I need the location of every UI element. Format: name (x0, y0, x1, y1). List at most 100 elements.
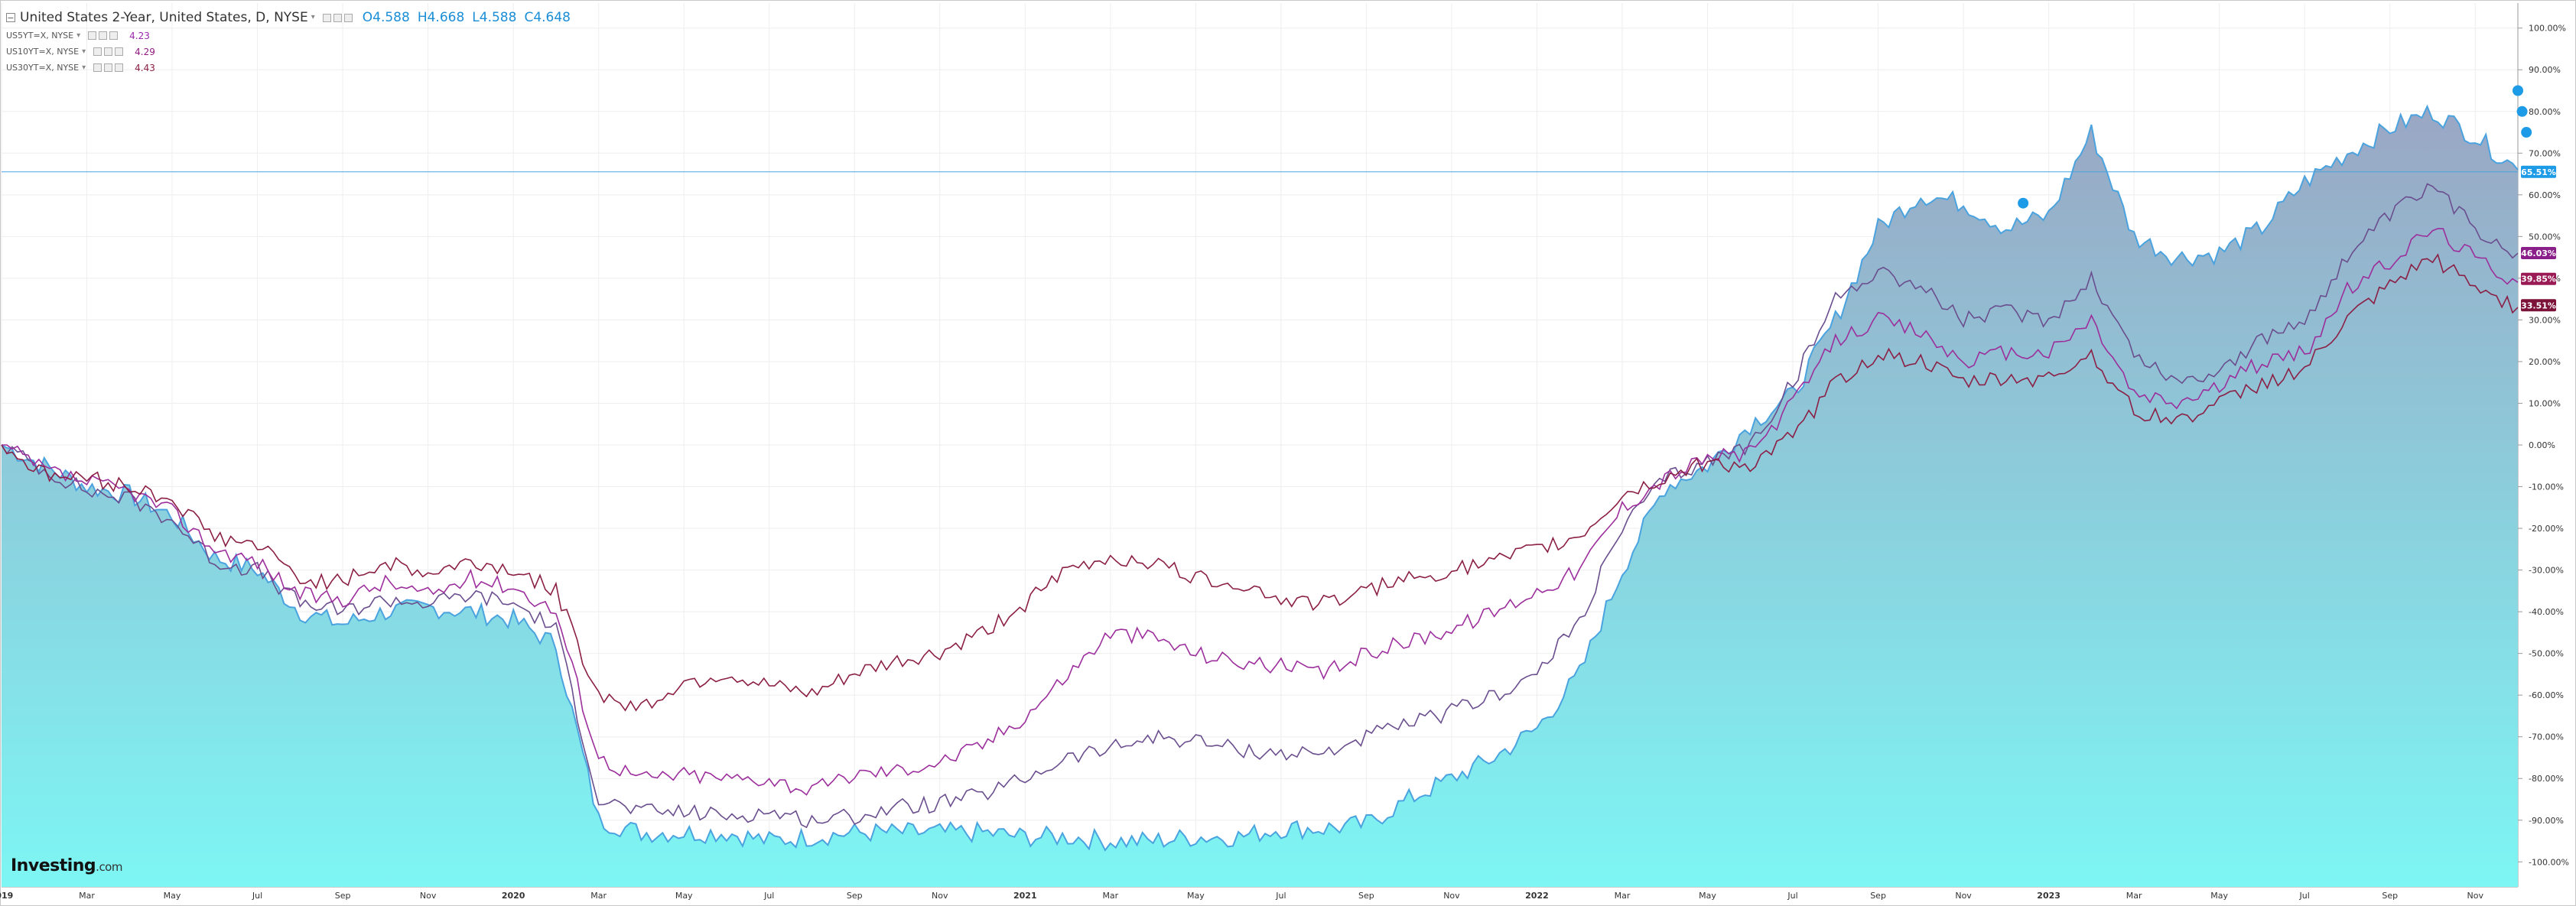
settings-icon[interactable] (104, 47, 113, 56)
x-tick-label: 2023 (2037, 891, 2060, 901)
settings-icon[interactable] (99, 31, 108, 40)
legend-series-name: US10YT=X, NYSE (6, 47, 80, 57)
last-value-label: 33.51% (2521, 300, 2556, 310)
logo-suffix: .com (96, 860, 122, 874)
x-tick-label: Mar (1102, 891, 1118, 901)
x-axis: 2019 Mar May Jul Sep Nov 2020 Mar May Jul Sep Nov 20… (0, 891, 2483, 901)
y-tick-label: 70.00% (2529, 148, 2561, 158)
y-tick-label: 20.00% (2529, 357, 2561, 367)
legend-series-name: US5YT=X, NYSE (6, 31, 74, 41)
ohlc-high-value: 4.668 (427, 9, 465, 25)
close-icon[interactable] (109, 31, 119, 40)
event-marker-icon (2018, 197, 2029, 209)
legend-series-last: 4.29 (135, 46, 155, 57)
series-area-us2y (2, 106, 2518, 887)
y-axis: 100.00%90.00%80.00%70.00%60.00%50.00%40.… (2518, 24, 2569, 867)
x-tick-label: 2019 (0, 891, 13, 901)
settings-icon[interactable] (333, 13, 342, 22)
close-icon[interactable] (343, 13, 353, 22)
eye-icon[interactable] (93, 63, 102, 72)
legend-series-last: 4.43 (135, 62, 155, 73)
chart-legend: − United States 2-Year, United States, D… (6, 8, 571, 76)
x-tick-label: Mar (590, 891, 607, 901)
x-tick-label: Jul (1275, 891, 1286, 901)
y-tick-label: 10.00% (2529, 398, 2561, 408)
x-tick-label: Sep (335, 891, 351, 901)
y-tick-label: -30.00% (2529, 566, 2564, 576)
x-tick-label: Nov (2467, 891, 2484, 901)
last-value-label: 46.03% (2521, 248, 2556, 258)
event-marker-icon (2513, 85, 2523, 96)
close-icon[interactable] (115, 63, 124, 72)
legend-row-us10y[interactable]: US10YT=X, NYSE ▾ 4.29 (6, 44, 571, 60)
y-tick-label: 0.00% (2529, 440, 2555, 450)
x-tick-label: Nov (420, 891, 437, 901)
y-tick-label: 60.00% (2529, 190, 2561, 200)
eye-icon[interactable] (88, 31, 97, 40)
legend-main-row[interactable]: − United States 2-Year, United States, D… (6, 8, 571, 28)
y-tick-label: 80.00% (2529, 107, 2561, 117)
x-tick-label: 2022 (1525, 891, 1549, 901)
series-line-us10y (2, 228, 2519, 796)
x-tick-label: May (1699, 891, 1716, 901)
y-tick-label: 50.00% (2529, 232, 2561, 242)
y-tick-label: -80.00% (2529, 774, 2564, 784)
eye-icon[interactable] (93, 47, 102, 56)
x-tick-label: May (1187, 891, 1205, 901)
legend-series-last: 4.23 (129, 30, 150, 41)
legend-row-us30y[interactable]: US30YT=X, NYSE ▾ 4.43 (6, 60, 571, 76)
last-value-badge (2521, 272, 2556, 285)
y-tick-label: -100.00% (2529, 857, 2569, 867)
last-value-badge (2521, 165, 2556, 178)
x-tick-label: May (675, 891, 693, 901)
y-tick-label: -60.00% (2529, 690, 2564, 700)
x-tick-label: Mar (1615, 891, 1631, 901)
y-tick-label: -10.00% (2529, 482, 2564, 492)
series-line-us30y (1, 253, 2519, 712)
ohlc-high-key: H (417, 9, 428, 25)
logo-brand: Investing (11, 856, 96, 875)
y-tick-label: -90.00% (2529, 816, 2564, 826)
chevron-down-icon[interactable]: ▾ (82, 47, 86, 56)
legend-main-title: United States 2-Year, United States, D, … (20, 9, 308, 25)
x-tick-label: Mar (79, 891, 95, 901)
close-icon[interactable] (115, 47, 124, 56)
y-tick-label: -20.00% (2529, 524, 2564, 534)
legend-row-us5y[interactable]: US5YT=X, NYSE ▾ 4.23 (6, 28, 571, 44)
legend-series-name: US30YT=X, NYSE (6, 63, 80, 73)
y-tick-label: -40.00% (2529, 607, 2564, 617)
x-tick-label: Mar (2126, 891, 2142, 901)
ohlc-close-key: C (524, 9, 534, 25)
ohlc-close-value: 4.648 (533, 9, 571, 25)
x-tick-label: Sep (1358, 891, 1374, 901)
settings-icon[interactable] (104, 63, 113, 72)
x-tick-label: Jul (2299, 891, 2310, 901)
chevron-down-icon[interactable]: ▾ (82, 63, 86, 72)
x-tick-label: Jul (763, 891, 774, 901)
x-tick-label: Jul (252, 891, 262, 901)
last-value-badge (2521, 247, 2556, 260)
x-tick-label: Nov (932, 891, 948, 901)
x-tick-label: Nov (1443, 891, 1460, 901)
y-tick-label: -70.00% (2529, 732, 2564, 742)
ohlc-low-key: L (472, 9, 480, 25)
ohlc-low-value: 4.588 (479, 9, 517, 25)
y-tick-label: 30.00% (2529, 315, 2561, 325)
x-tick-label: Sep (1870, 891, 1886, 901)
ohlc-open-value: 4.588 (372, 9, 410, 25)
x-tick-label: Sep (2382, 891, 2398, 901)
last-value-badges: 65.51% 46.03% 39.85% 33.51% (2521, 165, 2556, 312)
x-tick-label: 2021 (1013, 891, 1037, 901)
chevron-down-icon[interactable]: ▾ (76, 31, 81, 40)
event-marker-icon (2516, 106, 2528, 117)
x-tick-label: May (164, 891, 181, 901)
chevron-down-icon[interactable]: ▾ (311, 13, 315, 21)
collapse-icon[interactable]: − (6, 12, 15, 23)
eye-icon[interactable] (322, 13, 331, 22)
event-markers (2018, 85, 2532, 209)
y-tick-label: -50.00% (2529, 649, 2564, 659)
x-tick-label: Jul (1787, 891, 1797, 901)
event-marker-icon (2521, 127, 2532, 138)
